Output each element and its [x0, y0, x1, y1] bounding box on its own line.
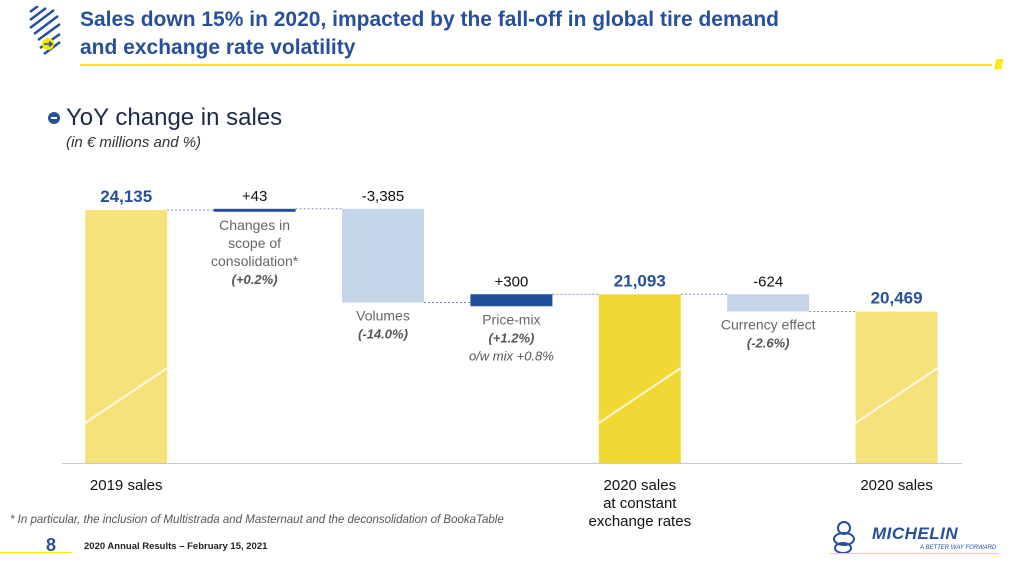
bar-3 — [470, 294, 553, 307]
data-label-1: +43 — [242, 188, 267, 205]
category-label-4-1: at constant — [603, 495, 677, 512]
footnote: * In particular, the inclusion of Multis… — [10, 514, 504, 526]
section-heading: YoY change in sales — [48, 104, 282, 132]
step-pct-2: (-14.0%) — [358, 327, 408, 342]
step-pct-1: (+0.2%) — [232, 272, 278, 287]
brand-tagline: A BETTER WAY FORWARD — [920, 545, 997, 551]
page-title: Sales down 15% in 2020, impacted by the … — [80, 6, 980, 62]
footer-divider — [0, 552, 72, 553]
data-label-6: 20,469 — [871, 289, 923, 308]
data-label-0: 24,135 — [100, 187, 152, 206]
data-label-4: 21,093 — [614, 271, 666, 290]
page-number: 8 — [46, 535, 57, 555]
unit-note: (in € millions and %) — [66, 134, 202, 151]
page-title-line-1: Sales down 15% in 2020, impacted by the … — [80, 8, 779, 31]
page-title-line-2: and exchange rate volatility — [80, 36, 356, 59]
bar-stripe-4 — [598, 367, 682, 424]
bar-4 — [598, 294, 681, 463]
bar-6 — [855, 311, 938, 463]
michelin-logo-icon — [830, 521, 998, 554]
title-underline — [80, 64, 992, 66]
corner-logo-icon — [29, 6, 61, 55]
category-label-6-0: 2020 sales — [860, 477, 933, 494]
section-subtitle: YoY change in sales — [66, 104, 283, 131]
data-label-5: -624 — [753, 273, 783, 290]
bullet-icon — [48, 112, 60, 124]
category-label-4-0: 2020 sales — [604, 477, 677, 494]
bar-5 — [727, 294, 810, 312]
footer-event: 2020 Annual Results – February 15, 2021 — [84, 541, 268, 552]
slashes-decoration: //// — [994, 56, 1003, 72]
step-desc-3-0: Price-mix — [482, 311, 540, 327]
data-label-2: -3,385 — [362, 188, 405, 205]
bar-2 — [342, 208, 424, 303]
category-label-0-0: 2019 sales — [90, 477, 163, 494]
step-desc-1-0: Changes in — [219, 217, 290, 233]
step-desc-1-2: consolidation* — [211, 253, 299, 269]
brand-name: MICHELIN — [872, 524, 959, 543]
data-label-3: +300 — [495, 273, 529, 290]
step-desc-2-0: Volumes — [356, 308, 410, 324]
step-pct-3: (+1.2%) — [488, 330, 534, 345]
category-label-4-2: exchange rates — [589, 513, 692, 530]
step-desc-5-0: Currency effect — [721, 317, 816, 333]
step-desc-1-1: scope of — [228, 235, 281, 251]
bar-1 — [213, 208, 296, 212]
step-extra-3: o/w mix +0.8% — [469, 348, 554, 363]
bar-stripe-0 — [84, 367, 168, 424]
step-pct-5: (-2.6%) — [747, 336, 790, 351]
bar-stripe-6 — [855, 367, 939, 424]
bar-0 — [85, 210, 168, 463]
